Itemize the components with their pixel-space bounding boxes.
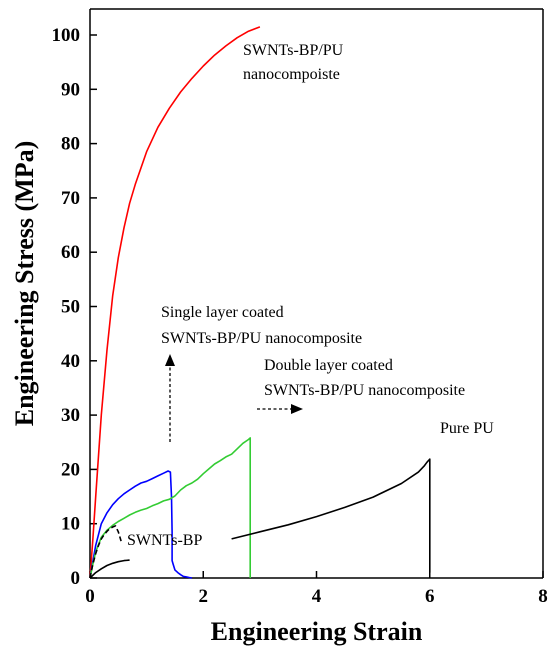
y-axis-title: Engineering Stress (MPa) <box>10 141 39 427</box>
x-tick-label-6: 6 <box>425 586 435 607</box>
x-axis-title: Engineering Strain <box>211 617 423 646</box>
y-tick-label-80: 80 <box>61 134 80 155</box>
x-tick-label-8: 8 <box>538 586 548 607</box>
series-line-green <box>89 437 251 579</box>
y-tick-label-0: 0 <box>71 568 81 589</box>
single-layer-arrowhead <box>165 354 175 366</box>
x-tick-label-4: 4 <box>312 586 322 607</box>
y-tick-label-50: 50 <box>61 297 80 318</box>
series-layer <box>89 26 431 579</box>
series-line-black-long <box>231 458 431 573</box>
annotation-pure-pu: Pure PU <box>440 420 494 437</box>
x-tick-label-0: 0 <box>85 586 95 607</box>
y-tick-label-70: 70 <box>61 188 80 209</box>
y-tick-label-20: 20 <box>61 459 80 480</box>
annotations: SWNTs-BP/PU nanocompoiste Single layer c… <box>127 42 494 549</box>
annotation-swnts-bp: SWNTs-BP <box>127 532 202 549</box>
annotation-single-layer-line1: Single layer coated <box>161 304 284 321</box>
x-tick-label-2: 2 <box>199 586 209 607</box>
double-layer-arrowhead <box>291 404 303 414</box>
y-tick-label-40: 40 <box>61 351 80 372</box>
y-tick-label-90: 90 <box>61 79 80 100</box>
series-line-black-dashed <box>89 525 122 579</box>
annotation-double-layer-line1: Double layer coated <box>264 357 393 374</box>
annotation-double-layer-line2: SWNTs-BP/PU nanocomposite <box>264 382 465 399</box>
axes: 0 10 20 30 40 50 60 70 80 90 100 0 2 4 6 8 Engineering S… <box>10 8 548 646</box>
y-tick-label-10: 10 <box>61 514 80 535</box>
y-tick-label-30: 30 <box>61 405 80 426</box>
annotation-swnts-bp-pu-line1: SWNTs-BP/PU <box>243 42 344 59</box>
series-line-black-short <box>89 559 130 579</box>
arrows <box>165 354 303 442</box>
annotation-swnts-bp-pu-line2: nanocompoiste <box>243 66 340 83</box>
series-line-red <box>89 26 261 579</box>
y-tick-label-60: 60 <box>61 242 80 263</box>
y-tick-label-100: 100 <box>52 25 81 46</box>
series-line-blue <box>89 470 193 579</box>
annotation-single-layer-line2: SWNTs-BP/PU nanocomposite <box>161 330 362 347</box>
